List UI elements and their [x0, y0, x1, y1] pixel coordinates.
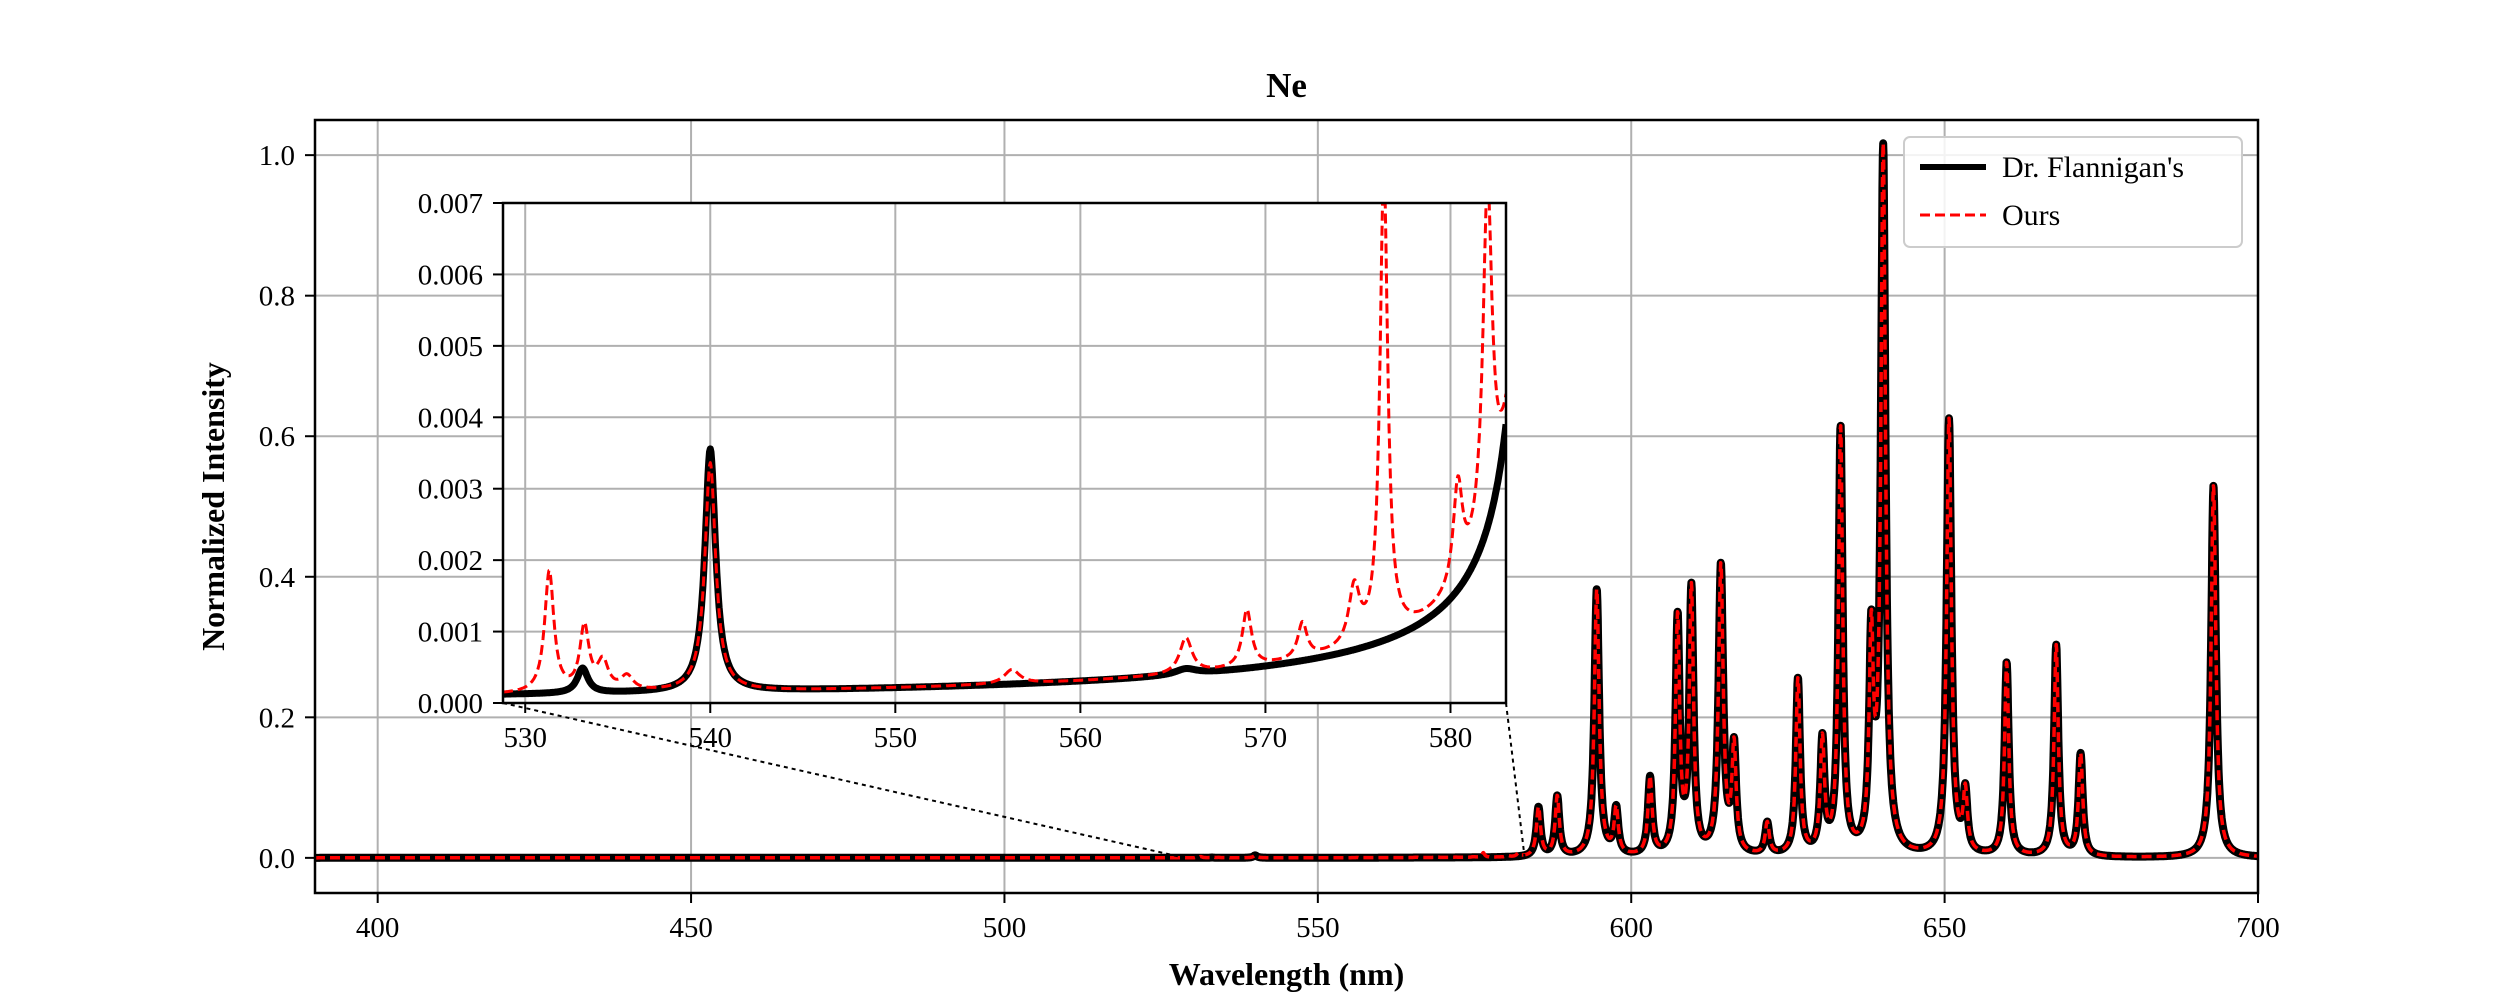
legend-box	[1903, 136, 2243, 248]
y-tick-label: 0.0	[259, 843, 295, 875]
inset-y-tick-label: 0.006	[418, 259, 483, 291]
y-tick-label: 0.4	[259, 562, 296, 594]
main-axes-frame	[313, 118, 2260, 895]
inset-x-tick-label: 570	[1244, 722, 1288, 754]
y-tick-label: 0.6	[259, 421, 295, 453]
inset-y-tick-label: 0.004	[418, 402, 484, 434]
inset-x-tick-label: 540	[689, 722, 733, 754]
x-tick-label: 700	[2236, 912, 2280, 944]
legend-label-dr-flannigans: Dr. Flannigan's	[2002, 151, 2184, 184]
inset-x-tick-label: 580	[1429, 722, 1473, 754]
inset-y-tick-label: 0.000	[418, 688, 483, 720]
inset-y-tick-label: 0.007	[418, 188, 483, 220]
chart-title: Ne	[1266, 66, 1307, 105]
series-line-ours	[315, 141, 2258, 860]
inset-y-tick-label: 0.002	[418, 545, 483, 577]
x-tick-label: 600	[1609, 912, 1653, 944]
x-axis-title: Wavelength (nm)	[1169, 956, 1405, 992]
y-tick-label: 1.0	[259, 140, 295, 172]
inset-y-tick-label: 0.001	[418, 617, 483, 649]
x-tick-label: 650	[1923, 912, 1967, 944]
zoom-connector-right	[1505, 702, 1526, 858]
inset-series-line-ours	[503, 203, 1506, 694]
x-tick-label: 450	[669, 912, 713, 944]
inset-x-tick-label: 560	[1059, 722, 1103, 754]
inset-background	[503, 203, 1506, 703]
inset-x-tick-label: 530	[503, 722, 547, 754]
y-tick-label: 0.2	[259, 702, 295, 734]
inset-frame	[501, 201, 1508, 705]
inset-axes: 530 540 550 560 570 580 0.000 0.001 0.002 0.003 0.…	[418, 188, 1508, 754]
y-axis-title: Normalized Intensity	[195, 362, 231, 651]
y-tick-label: 0.8	[259, 281, 295, 313]
inset-y-tick-label: 0.005	[418, 331, 483, 363]
legend-label-ours: Ours	[2002, 199, 2060, 232]
x-tick-label: 500	[983, 912, 1027, 944]
x-tick-label: 550	[1296, 912, 1340, 944]
legend: Dr. Flannigan's Ours	[1903, 136, 2243, 248]
inset-y-tick-label: 0.003	[418, 474, 483, 506]
x-tick-label: 400	[356, 912, 400, 944]
inset-x-tick-label: 550	[874, 722, 918, 754]
